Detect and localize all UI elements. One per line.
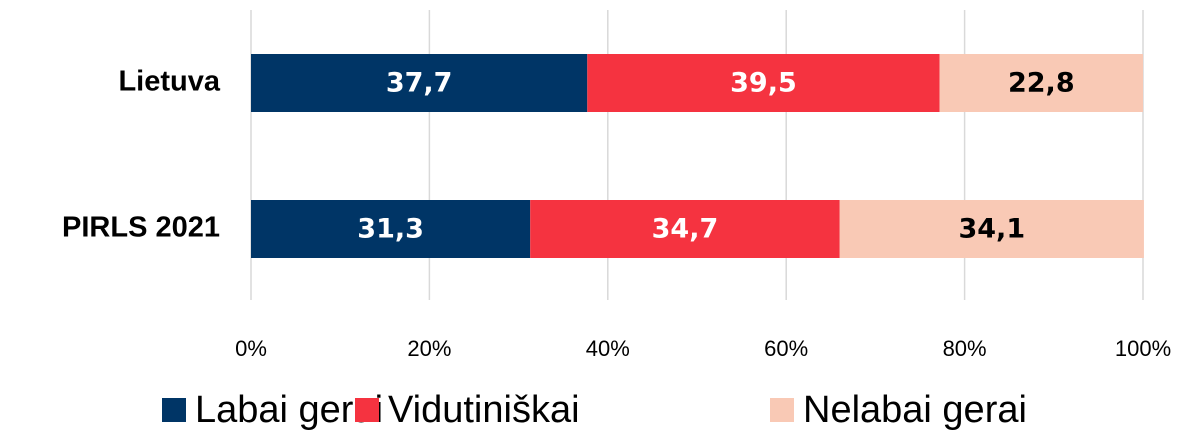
category-label: Lietuva: [118, 66, 220, 98]
x-tick-label: 60%: [764, 336, 808, 361]
x-tick-label: 100%: [1115, 336, 1171, 361]
x-tick-label: 40%: [586, 336, 630, 361]
x-tick-label: 80%: [943, 336, 987, 361]
value-label: 39,5: [730, 68, 797, 99]
legend-label: Labai gerai: [195, 389, 383, 431]
bar-segment: [839, 200, 1144, 258]
bar-segment: [939, 54, 1143, 112]
bar-segment: [587, 54, 940, 112]
value-label: 31,3: [357, 214, 424, 245]
x-tick-label: 0%: [235, 336, 267, 361]
bar-segment: [251, 200, 531, 258]
legend-swatch: [770, 398, 794, 422]
legend-swatch: [162, 398, 186, 422]
legend-label: Vidutiniškai: [388, 389, 580, 431]
category-label: PIRLS 2021: [62, 212, 220, 244]
bar-segment: [530, 200, 840, 258]
value-label: 34,1: [958, 214, 1025, 245]
legend-label: Nelabai gerai: [803, 389, 1027, 431]
bar-segment: [251, 54, 588, 112]
x-tick-label: 20%: [407, 336, 451, 361]
value-label: 34,7: [652, 214, 719, 245]
value-label: 37,7: [386, 68, 453, 99]
value-label: 22,8: [1008, 68, 1075, 99]
legend-swatch: [355, 398, 379, 422]
